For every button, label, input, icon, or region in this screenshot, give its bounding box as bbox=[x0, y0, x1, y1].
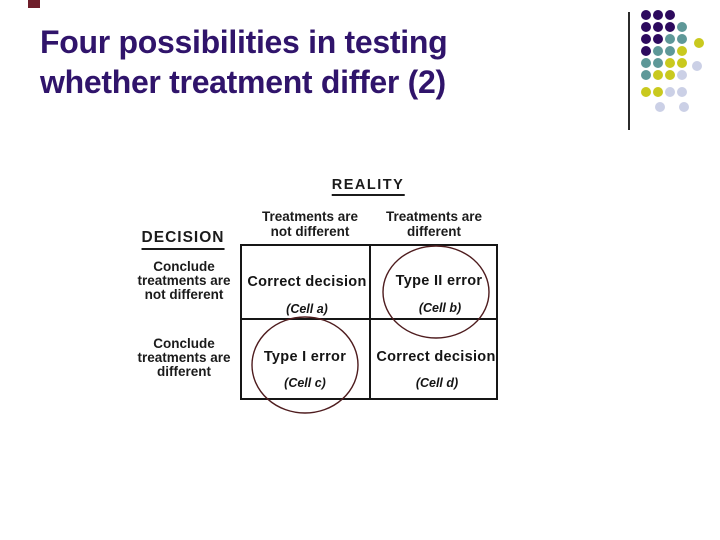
decorative-dot bbox=[665, 22, 675, 32]
cell-a-text: Correct decision bbox=[247, 274, 367, 290]
decorative-dot bbox=[655, 102, 665, 112]
decorative-dot bbox=[641, 87, 651, 97]
decorative-dot bbox=[677, 22, 687, 32]
reality-heading: REALITY bbox=[331, 177, 405, 196]
decorative-dot bbox=[653, 58, 663, 68]
decorative-dot bbox=[692, 61, 702, 71]
decorative-dot bbox=[677, 87, 687, 97]
page-title: Four possibilities in testing whether tr… bbox=[40, 22, 620, 102]
decorative-dot bbox=[653, 87, 663, 97]
decorative-dot bbox=[665, 34, 675, 44]
decorative-dot bbox=[677, 70, 687, 80]
decorative-dot bbox=[641, 10, 651, 20]
table-horizontal-divider bbox=[242, 318, 496, 320]
row-header-conclude-not-different: Conclude treatments are not different bbox=[137, 259, 231, 302]
cell-c-text: Type I error bbox=[263, 349, 347, 365]
cell-b-text: Type II error bbox=[395, 273, 483, 289]
decorative-dot bbox=[641, 70, 651, 80]
table-vertical-divider bbox=[369, 246, 371, 398]
accent-square bbox=[28, 0, 40, 8]
decision-heading: DECISION bbox=[141, 229, 225, 250]
cell-d-tag: (Cell d) bbox=[415, 376, 459, 390]
decorative-dot bbox=[653, 22, 663, 32]
decorative-dot bbox=[679, 102, 689, 112]
cell-a-tag: (Cell a) bbox=[286, 302, 328, 316]
decorative-dot bbox=[677, 58, 687, 68]
decorative-dot bbox=[653, 70, 663, 80]
decorative-dot bbox=[665, 70, 675, 80]
decorative-dot bbox=[665, 58, 675, 68]
decorative-dot bbox=[677, 34, 687, 44]
decorative-dot bbox=[665, 87, 675, 97]
page-title-line-2: whether treatment differ (2) bbox=[40, 64, 446, 100]
decision-matrix-table bbox=[240, 244, 498, 400]
decorative-dot bbox=[641, 58, 651, 68]
decorative-dot bbox=[653, 10, 663, 20]
row-header-conclude-different: Conclude treatments are different bbox=[137, 336, 231, 379]
cell-d-text: Correct decision bbox=[376, 349, 496, 365]
decorative-dot bbox=[665, 46, 675, 56]
column-header-different: Treatments are different bbox=[385, 209, 483, 239]
cell-b-tag: (Cell b) bbox=[418, 301, 462, 315]
column-header-not-different: Treatments are not different bbox=[261, 209, 359, 239]
decorative-dot bbox=[641, 34, 651, 44]
decorative-dot bbox=[641, 46, 651, 56]
decorative-dot bbox=[653, 34, 663, 44]
cell-c-tag: (Cell c) bbox=[284, 376, 326, 390]
decorative-dot bbox=[653, 46, 663, 56]
page-title-line-1: Four possibilities in testing bbox=[40, 24, 448, 60]
separator-line bbox=[628, 12, 630, 130]
decorative-dot bbox=[694, 38, 704, 48]
decorative-dot bbox=[641, 22, 651, 32]
decorative-dot bbox=[677, 46, 687, 56]
decorative-dot bbox=[665, 10, 675, 20]
